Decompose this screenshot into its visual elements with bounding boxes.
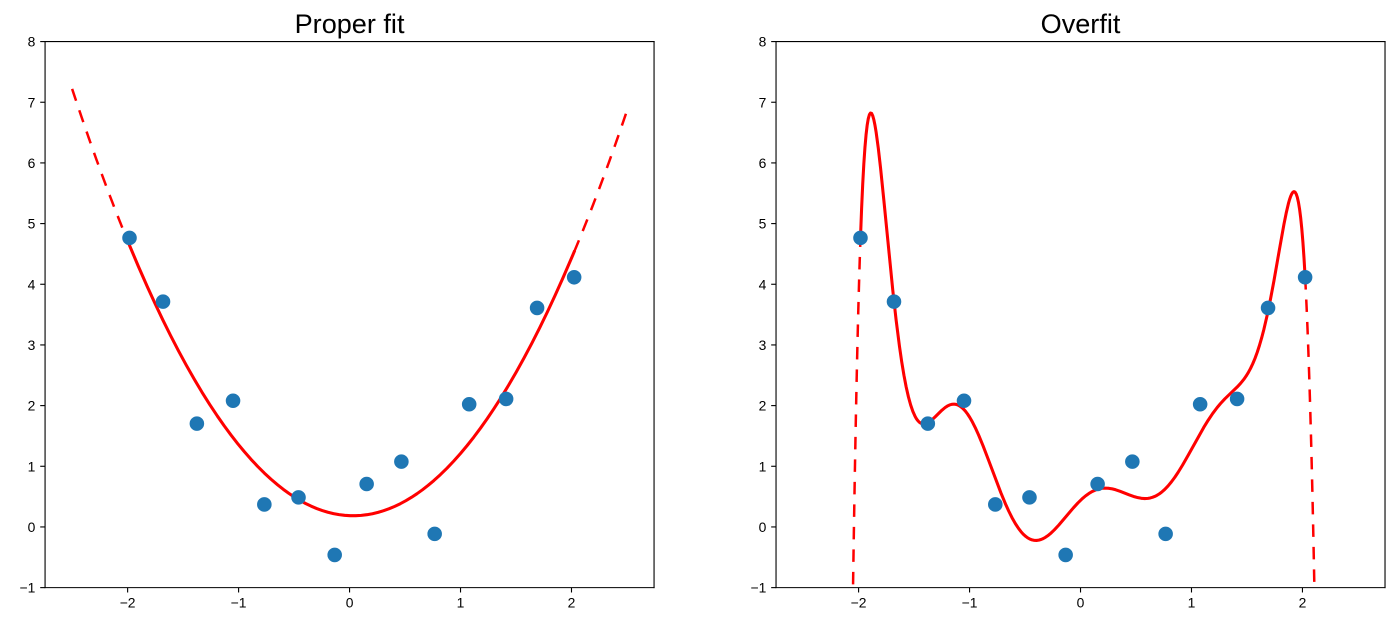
svg-text:3: 3 [759, 337, 767, 353]
svg-text:−1: −1 [231, 594, 247, 610]
svg-text:7: 7 [759, 94, 767, 110]
svg-text:0: 0 [1077, 594, 1085, 610]
svg-text:4: 4 [759, 276, 767, 292]
svg-text:Proper fit: Proper fit [295, 8, 405, 39]
svg-text:−2: −2 [851, 594, 867, 610]
svg-text:2: 2 [28, 398, 36, 414]
svg-text:8: 8 [28, 34, 36, 50]
svg-text:1: 1 [457, 594, 465, 610]
svg-text:−1: −1 [750, 580, 766, 596]
svg-text:2: 2 [1299, 594, 1307, 610]
svg-text:−1: −1 [20, 580, 36, 596]
svg-text:1: 1 [759, 458, 767, 474]
svg-text:2: 2 [568, 594, 576, 610]
svg-text:8: 8 [759, 34, 767, 50]
svg-text:7: 7 [28, 94, 36, 110]
svg-text:0: 0 [346, 594, 354, 610]
svg-text:Overfit: Overfit [1041, 8, 1121, 39]
svg-text:0: 0 [28, 519, 36, 535]
svg-text:5: 5 [28, 216, 36, 232]
svg-text:6: 6 [28, 155, 36, 171]
svg-text:4: 4 [28, 276, 36, 292]
svg-text:3: 3 [28, 337, 36, 353]
svg-text:2: 2 [759, 398, 767, 414]
svg-text:5: 5 [759, 216, 767, 232]
svg-text:1: 1 [28, 458, 36, 474]
svg-text:6: 6 [759, 155, 767, 171]
svg-text:0: 0 [759, 519, 767, 535]
svg-text:1: 1 [1188, 594, 1196, 610]
svg-text:−2: −2 [120, 594, 136, 610]
svg-text:−1: −1 [962, 594, 978, 610]
